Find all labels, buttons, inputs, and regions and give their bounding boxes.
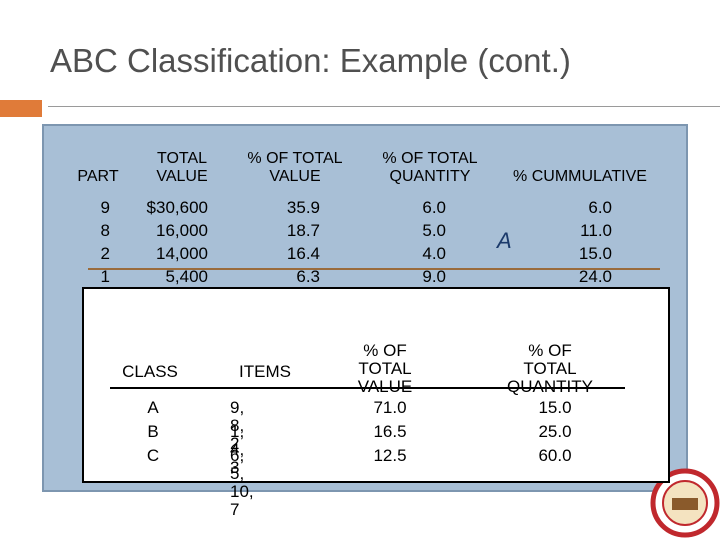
column-header: % CUMMULATIVE [513,168,647,185]
cell: 9 [100,198,110,217]
class-label: A [497,228,512,253]
cell: 9.0 [422,267,446,286]
cell: 14,000 [156,244,208,263]
cell: A [147,398,159,417]
cell: 5,400 [165,267,208,286]
cell: B [147,422,159,441]
cell: 1 [100,267,110,286]
row-divider [88,268,660,270]
cell: 6, 5, 10, 7 [230,446,254,519]
column-header: ITEMS [239,362,291,381]
cell: 12.5 [373,446,407,465]
cell: 16,000 [156,221,208,240]
cell: 35.9 [286,198,320,217]
cell: 15.0 [578,244,612,263]
cell: 60.0 [538,446,572,465]
logo [650,468,720,538]
cell: 2 [100,244,110,263]
slide-title: ABC Classification: Example (cont.) [50,42,571,79]
cell: 4.0 [422,244,446,263]
summary-box [82,287,670,483]
cell: 11.0 [580,221,612,240]
column-header: % OF TOTAL VALUE [247,150,343,185]
cell: $30,600 [146,198,208,217]
column-header: PART [77,168,119,185]
cell: 5.0 [422,221,446,240]
cell: 8 [100,221,110,240]
column-header: % OF TOTAL QUANTITY [382,150,478,185]
column-header: CLASS [122,362,178,381]
cell: 15.0 [538,398,572,417]
cell: 9, 8, 2 [230,398,245,453]
rule [48,106,720,107]
cell: 16.4 [286,244,320,263]
column-header: % OF TOTAL QUANTITY [507,341,593,396]
column-header: TOTAL VALUE [156,150,208,185]
cell: 18.7 [286,221,320,240]
cell: 6.0 [588,198,612,217]
header-divider [110,387,625,389]
cell: 6.0 [422,198,446,217]
cell: 16.5 [373,422,407,441]
accent-bar [0,100,42,117]
cell: 1, 4, 3 [230,422,245,477]
cell: 71.0 [373,398,407,417]
column-header: % OF TOTAL VALUE [357,341,413,396]
cell: 24.0 [578,267,612,286]
cell: C [146,446,160,465]
cell: 25.0 [538,422,572,441]
cell: 6.3 [296,267,320,286]
